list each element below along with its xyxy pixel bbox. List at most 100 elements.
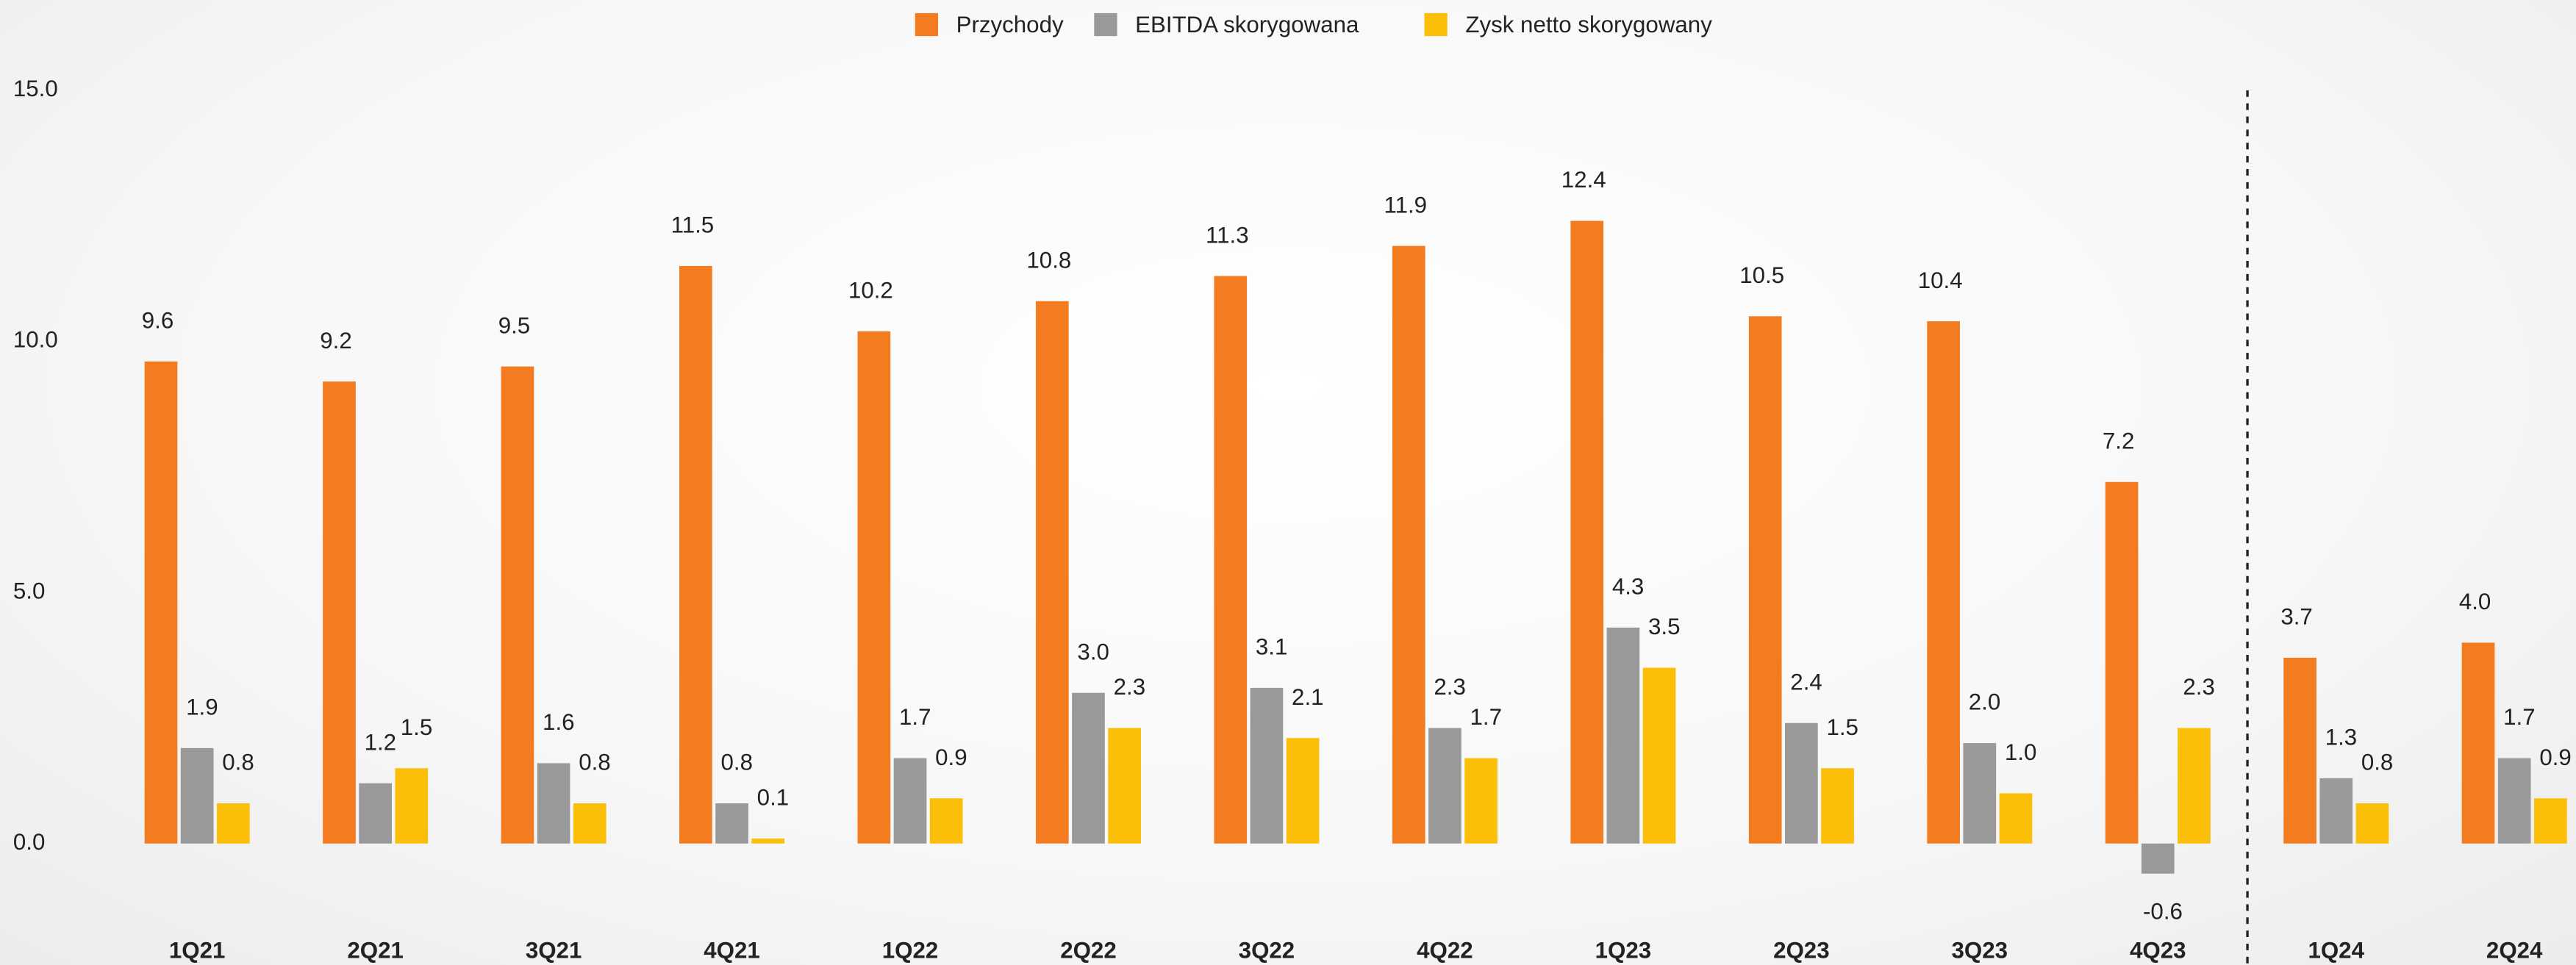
- bar: [1035, 301, 1069, 844]
- x-tick-label: 1Q23: [1595, 937, 1652, 963]
- bar: [1250, 687, 1284, 844]
- bar: [2283, 657, 2316, 844]
- bar: [751, 838, 785, 844]
- legend-label: Zysk netto skorygowany: [1465, 12, 1712, 37]
- bar: [1748, 316, 1782, 844]
- bar: [1821, 768, 1854, 844]
- bar: [2497, 758, 2531, 844]
- bar: [573, 803, 607, 844]
- data-label: 3.0: [1077, 639, 1109, 664]
- data-label: 11.5: [671, 212, 715, 238]
- data-label: 2.4: [1790, 669, 1822, 695]
- legend-label: Przychody: [956, 12, 1064, 37]
- data-label: 1.6: [543, 709, 574, 735]
- bar: [1570, 220, 1604, 844]
- data-label: 9.5: [498, 312, 530, 338]
- bar: [359, 783, 392, 844]
- bar: [537, 763, 570, 844]
- bar: [2319, 778, 2353, 844]
- data-label: 11.9: [1384, 192, 1428, 218]
- data-label: 9.2: [320, 328, 351, 354]
- data-label: 0.8: [222, 750, 254, 775]
- x-tick-label: 4Q22: [1417, 937, 1473, 963]
- bar: [2141, 843, 2175, 874]
- x-tick-label: 2Q21: [347, 937, 404, 963]
- data-label: 7.2: [2103, 428, 2134, 453]
- x-tick-label: 2Q24: [2486, 937, 2543, 963]
- x-tick-label: 1Q24: [2308, 937, 2364, 963]
- bar: [1927, 321, 1960, 844]
- bar: [857, 331, 891, 844]
- data-label: 2.3: [1114, 674, 1145, 700]
- data-label: 1.2: [365, 729, 396, 755]
- bar: [893, 758, 927, 844]
- data-label: 0.8: [579, 750, 610, 775]
- bar: [1963, 743, 1997, 844]
- data-label: 1.7: [899, 704, 931, 730]
- data-label: 4.0: [2459, 589, 2491, 614]
- bar: [144, 361, 178, 844]
- bar: [2355, 803, 2389, 844]
- data-label: 2.1: [1292, 684, 1323, 710]
- bar: [1642, 667, 1676, 844]
- bar: [2105, 481, 2139, 844]
- bar: [1464, 758, 1498, 844]
- bar: [1286, 738, 1320, 844]
- x-tick-label: 1Q22: [882, 937, 939, 963]
- bar: [929, 798, 963, 844]
- bar: [501, 366, 534, 844]
- data-label: 2.0: [1969, 689, 2000, 715]
- y-tick-label: 10.0: [13, 327, 58, 353]
- data-label: 12.4: [1561, 167, 1606, 193]
- data-label: 9.6: [142, 307, 173, 333]
- bar: [1214, 276, 1248, 844]
- bar: [1428, 728, 1461, 844]
- data-label: 11.3: [1206, 222, 1249, 248]
- bar: [1784, 722, 1818, 844]
- data-label: 0.9: [935, 745, 967, 770]
- x-tick-label: 1Q21: [169, 937, 226, 963]
- data-label: 0.8: [2361, 750, 2393, 775]
- y-tick-label: 5.0: [13, 578, 45, 603]
- data-label: 3.1: [1256, 634, 1287, 660]
- data-label: 1.7: [1470, 704, 1502, 730]
- data-label: 1.5: [401, 714, 432, 740]
- bar: [679, 265, 712, 844]
- bar: [1606, 627, 1640, 844]
- bar: [216, 803, 250, 844]
- y-tick-label: 0.0: [13, 829, 45, 855]
- bar: [2178, 728, 2211, 844]
- bar: [180, 747, 214, 844]
- data-label: 1.9: [186, 695, 218, 720]
- x-tick-label: 3Q22: [1239, 937, 1295, 963]
- data-label: -0.6: [2143, 899, 2183, 925]
- legend-swatch: [915, 12, 939, 37]
- data-label: 10.5: [1739, 262, 1784, 288]
- data-label: 4.3: [1612, 574, 1644, 600]
- x-tick-label: 2Q22: [1060, 937, 1117, 963]
- data-label: 10.8: [1026, 247, 1071, 273]
- bar: [1999, 793, 2033, 844]
- data-label: 3.7: [2280, 604, 2312, 630]
- bar: [1392, 245, 1425, 844]
- bar: [1072, 692, 1105, 844]
- legend-swatch: [1094, 12, 1117, 37]
- data-label: 2.3: [2183, 674, 2214, 700]
- x-tick-label: 3Q21: [526, 937, 582, 963]
- data-label: 10.2: [848, 277, 893, 303]
- legend-label: EBITDA skorygowana: [1135, 12, 1359, 37]
- x-tick-label: 4Q21: [704, 937, 760, 963]
- data-label: 0.1: [757, 785, 789, 811]
- data-label: 2.3: [1434, 674, 1465, 700]
- y-tick-label: 15.0: [13, 76, 58, 101]
- data-label: 1.7: [2503, 704, 2535, 730]
- data-label: 3.5: [1648, 614, 1680, 639]
- bar: [2534, 798, 2567, 844]
- bar: [1108, 728, 1141, 844]
- legend-swatch: [1424, 12, 1448, 37]
- bar: [715, 803, 748, 844]
- x-tick-label: 4Q23: [2130, 937, 2186, 963]
- x-tick-label: 2Q23: [1773, 937, 1830, 963]
